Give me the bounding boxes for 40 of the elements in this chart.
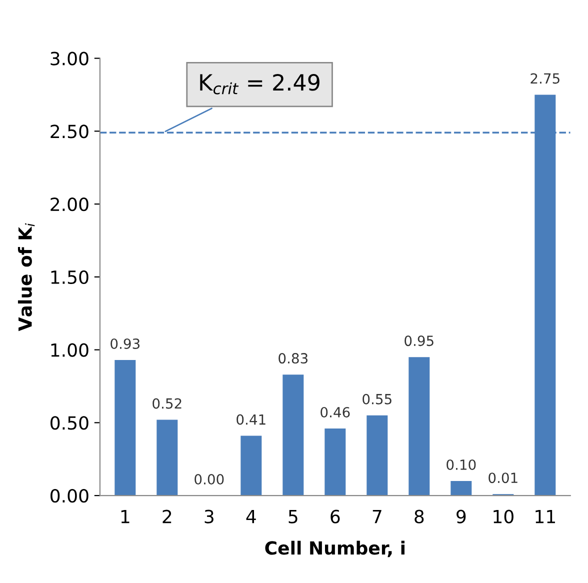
x-tick-label: 7 [372,510,382,524]
data-label: 0.01 [488,472,518,484]
bar [156,420,178,496]
y-tick-label: 0.00 [50,489,88,503]
data-label: 2.75 [530,73,560,84]
data-label: 0.41 [236,414,266,425]
y-tick-label: 2.50 [50,124,88,138]
data-label: 0.00 [194,474,224,485]
x-tick-label: 5 [288,510,298,524]
bar [408,357,430,496]
x-tick-label: 6 [330,510,340,524]
x-tick-label: 9 [456,510,466,524]
data-label: 0.55 [362,394,392,404]
y-tick-label: 1.00 [51,343,88,357]
bar [240,436,262,496]
x-tick-label: 3 [204,510,214,524]
x-tick-label: 8 [414,510,424,524]
x-tick-label: 2 [162,510,172,524]
data-label: 0.93 [110,338,140,349]
x-tick-label: 4 [246,510,256,524]
bar [324,428,346,496]
y-tick-label: 3.00 [50,52,88,66]
data-label: 0.46 [320,406,350,418]
data-label: 0.52 [152,398,182,409]
bar [282,374,304,496]
x-axis-title: Cell Number, i [265,540,404,558]
data-label: 0.95 [404,336,434,346]
ref-line-label: K$_{crit}$ = 2.49 [200,74,320,94]
y-axis-title: Value of K$_{i}$ [18,223,35,332]
bar [450,480,472,496]
x-tick-label: 11 [536,510,555,524]
y-tick-label: 1.50 [51,270,88,284]
x-tick-label: 10 [494,510,514,524]
bar [366,415,388,496]
y-tick-label: 2.00 [50,198,88,212]
data-label: 0.10 [446,459,476,470]
bar [114,360,136,496]
y-tick-label: 0.50 [50,416,88,430]
x-tick-label: 1 [121,510,130,524]
data-label: 0.83 [278,353,308,364]
